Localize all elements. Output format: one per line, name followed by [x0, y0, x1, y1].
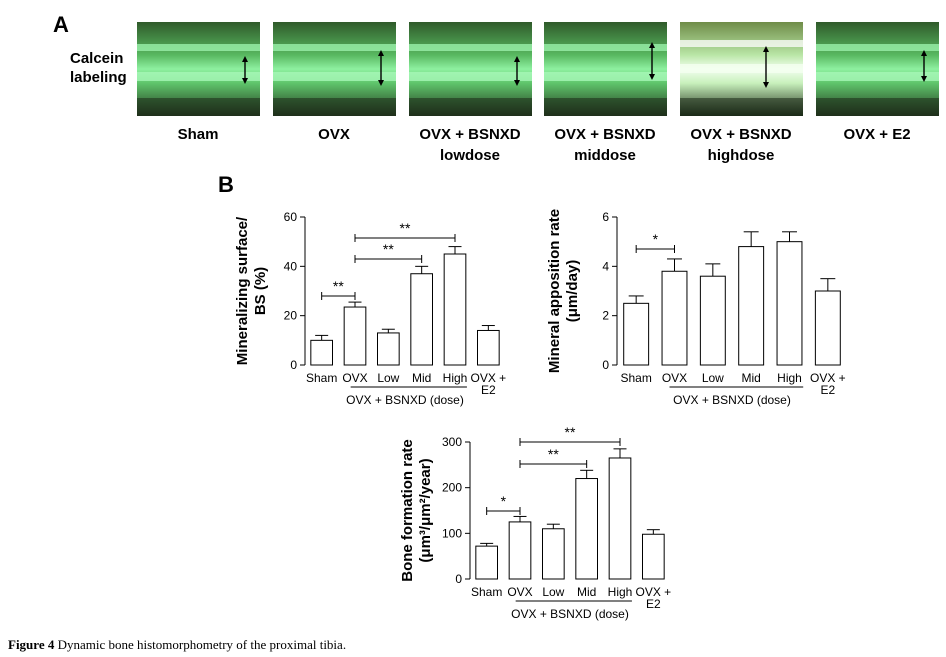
caption-label: Figure 4	[8, 637, 55, 652]
bar	[443, 253, 467, 366]
x-tick-label: E2	[646, 597, 661, 611]
significance-label: **	[400, 220, 411, 236]
bar	[814, 290, 841, 366]
x-tick-label: OVX +	[470, 371, 506, 385]
y-axis-label-line1: Mineralizing surface/	[234, 216, 251, 365]
x-tick-label: E2	[820, 383, 835, 397]
group-label-line1: OVX + E2	[843, 126, 911, 143]
x-tick-label: OVX +	[810, 371, 846, 385]
x-tick-label: Mid	[412, 371, 431, 385]
calcein-labeling-label: Calcein labeling	[70, 49, 127, 87]
y-axis-label-line2: BS (%)	[252, 267, 269, 315]
y-axis-label-line2: (μm³/μm²/year)	[417, 458, 434, 562]
bar	[575, 478, 598, 580]
x-tick-label: OVX	[662, 371, 687, 385]
x-tick-label: Low	[542, 585, 564, 599]
dose-group-label: OVX + BSNXD (dose)	[346, 393, 464, 407]
y-tick-label: 4	[602, 259, 609, 273]
y-tick-label: 40	[284, 259, 298, 273]
significance-label: *	[501, 493, 507, 509]
mineral-apposition-chart: Mineral apposition rate (μm/day) 0 2 4 6 Sham O…	[546, 209, 846, 407]
group-label-line1: OVX + BSNXD	[554, 126, 656, 143]
group-label-line1: OVX + BSNXD	[690, 126, 792, 143]
calcein-label-line2: labeling	[70, 69, 127, 86]
dose-group-label: OVX + BSNXD (dose)	[673, 393, 791, 407]
y-tick-label: 0	[602, 358, 609, 372]
bar	[410, 273, 433, 366]
bar	[608, 457, 632, 580]
calcein-micrograph	[816, 22, 939, 116]
bar	[661, 270, 688, 366]
bar	[623, 302, 650, 366]
figure-caption: Figure 4 Dynamic bone histomorphometry o…	[8, 637, 346, 653]
y-tick-label: 20	[284, 309, 298, 323]
y-tick-label: 200	[442, 481, 462, 495]
significance-label: **	[333, 278, 344, 294]
bar	[542, 528, 565, 580]
group-label: OVX + E2	[797, 124, 946, 145]
bar	[699, 275, 726, 366]
group-label-line2: highdose	[707, 147, 775, 164]
group-label-line1: OVX	[318, 126, 350, 143]
significance-label: **	[565, 425, 576, 440]
bar	[377, 332, 400, 366]
y-axis-label-line1: Mineral apposition rate	[546, 209, 563, 373]
bar	[475, 545, 499, 580]
y-tick-label: 100	[442, 526, 462, 540]
panel-b-letter: B	[218, 172, 234, 197]
x-tick-label: High	[443, 371, 468, 385]
x-tick-label: Sham	[306, 371, 337, 385]
y-tick-label: 2	[602, 309, 609, 323]
calcein-micrograph	[680, 22, 803, 116]
x-tick-label: E2	[481, 383, 496, 397]
x-tick-label: Mid	[741, 371, 760, 385]
bar	[343, 306, 367, 366]
x-tick-label: Low	[702, 371, 724, 385]
x-tick-label: Low	[377, 371, 399, 385]
bar	[776, 241, 803, 366]
y-axis-label-line2: (μm/day)	[564, 260, 581, 323]
x-tick-label: Sham	[471, 585, 502, 599]
group-label: OVX + BSNXD highdose	[661, 124, 821, 166]
bar	[310, 339, 334, 366]
bar	[642, 533, 665, 580]
group-label: OVX + BSNXD lowdose	[390, 124, 550, 166]
dose-group-label: OVX + BSNXD (dose)	[511, 607, 629, 621]
significance-label: **	[383, 241, 394, 257]
caption-text: Dynamic bone histomorphometry of the pro…	[57, 637, 347, 652]
panel-a-letter: A	[53, 12, 69, 37]
bone-formation-chart: Bone formation rate (μm³/μm²/year) 0 100 200…	[399, 425, 671, 621]
calcein-micrograph	[544, 22, 667, 116]
y-tick-label: 300	[442, 435, 462, 449]
calcein-micrograph	[273, 22, 396, 116]
y-tick-label: 6	[602, 210, 609, 224]
group-label-line2: lowdose	[439, 147, 500, 164]
calcein-micrograph	[409, 22, 532, 116]
x-tick-label: Mid	[577, 585, 596, 599]
y-tick-label: 60	[284, 210, 298, 224]
x-tick-label: OVX +	[635, 585, 671, 599]
calcein-micrograph	[137, 22, 260, 116]
group-label-line1: OVX + BSNXD	[419, 126, 521, 143]
bar	[508, 521, 532, 580]
significance-label: *	[653, 231, 659, 247]
x-tick-label: OVX	[342, 371, 367, 385]
x-tick-label: Sham	[620, 371, 651, 385]
calcein-label-line1: Calcein	[70, 50, 124, 67]
x-tick-label: High	[777, 371, 802, 385]
y-axis-label-line1: Bone formation rate	[399, 439, 416, 582]
y-tick-label: 0	[290, 358, 297, 372]
bar	[738, 246, 765, 366]
group-label-line2: middose	[574, 147, 636, 164]
significance-label: **	[548, 446, 559, 462]
bar	[477, 329, 500, 366]
group-label: OVX + BSNXD middose	[525, 124, 685, 166]
group-label-line1: Sham	[177, 126, 219, 143]
group-label: Sham	[118, 124, 278, 145]
x-tick-label: OVX	[507, 585, 532, 599]
mineralizing-surface-chart: Mineralizing surface/BS (%) 0 20 40 60 Sham OV…	[234, 210, 506, 407]
y-tick-label: 0	[455, 572, 462, 586]
group-label: OVX	[254, 124, 414, 145]
x-tick-label: High	[608, 585, 633, 599]
